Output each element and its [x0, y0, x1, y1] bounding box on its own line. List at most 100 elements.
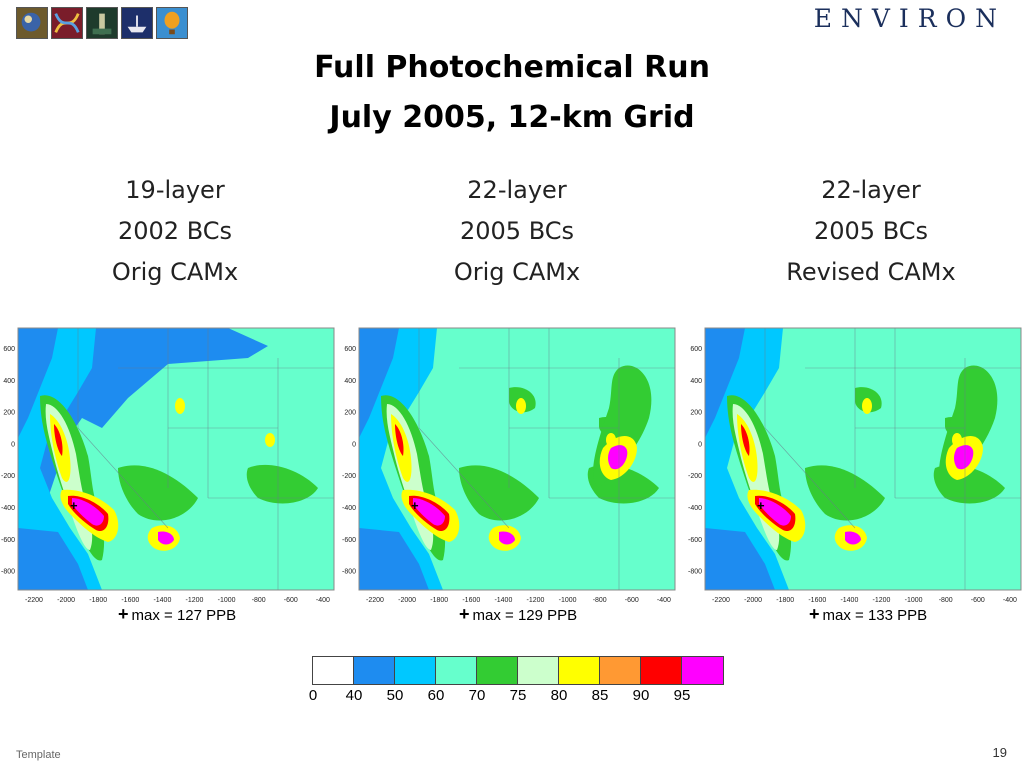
x-tick-label: -400	[1003, 597, 1017, 604]
offshore-region	[705, 528, 775, 590]
column-heading-2: 22-layer 2005 BCs Orig CAMx	[387, 170, 647, 293]
map-frame	[17, 327, 335, 591]
colorbar-tick-label: 85	[591, 687, 609, 704]
y-tick-label: 200	[3, 410, 15, 417]
slide-title-line1: Full Photochemical Run	[314, 50, 710, 85]
very-high-concentration-region	[54, 424, 63, 456]
colorbar-tick-label: 70	[468, 687, 486, 704]
x-tick-label: -1600	[808, 597, 826, 604]
map-frame	[704, 327, 1022, 591]
y-tick-label: -200	[342, 473, 356, 480]
x-tick-label: -800	[252, 597, 266, 604]
colorbar-tick-label: 50	[386, 687, 404, 704]
colorbar-tick-label: 60	[427, 687, 445, 704]
colorbar-swatch	[641, 657, 682, 684]
max-location-marker-icon: +	[809, 604, 820, 624]
heading-line: 22-layer	[467, 176, 567, 204]
column-heading-3: 22-layer 2005 BCs Revised CAMx	[741, 170, 1001, 293]
ocean-region	[359, 328, 443, 590]
max-location-marker-icon: +	[70, 498, 78, 513]
ocean-region	[705, 328, 789, 590]
y-tick-label: 0	[698, 441, 702, 448]
colorbar-tick-label: 95	[673, 687, 691, 704]
y-tick-label: -800	[688, 569, 702, 576]
heading-line: Orig CAMx	[453, 258, 581, 286]
y-tick-label: -600	[1, 537, 15, 544]
ozone-map-svg: +600 400 200 0 -200 -400 -600 -800 -2200 -2000 -18…	[342, 327, 676, 604]
footer-template-label: Template	[16, 749, 61, 761]
offshore-region	[359, 328, 399, 438]
y-tick-label: -400	[342, 505, 356, 512]
peak-concentration-region	[608, 445, 628, 470]
high-concentration-region	[862, 398, 872, 414]
y-tick-label: 200	[690, 410, 702, 417]
colorbar-swatch	[436, 657, 477, 684]
logo-tile-tower-icon	[86, 7, 118, 39]
y-tick-label: 600	[344, 346, 356, 353]
y-tick-label: -600	[688, 537, 702, 544]
heading-line: 19-layer	[125, 176, 225, 204]
max-label-2: + max = 129 PPB	[459, 604, 577, 625]
high-concentration-region	[265, 433, 275, 447]
y-tick-label: -800	[1, 569, 15, 576]
brand-logo: ENVIRON	[813, 4, 1006, 33]
ozone-map-svg: +600 400 200 0 -200 -400 -600 -800 -2200 -2000 -18…	[688, 327, 1022, 604]
heading-line: 22-layer	[821, 176, 921, 204]
high-concentration-region	[175, 398, 185, 414]
logo-tile-helix-icon	[51, 7, 83, 39]
map-plot-area: +	[705, 328, 1021, 590]
colorbar-labels: 0 40 50 60 70 75 80 85 90 95	[0, 687, 1024, 707]
y-tick-label: -600	[342, 537, 356, 544]
colorbar-tick-label: 75	[509, 687, 527, 704]
x-tick-label: -2000	[57, 597, 75, 604]
offshore-region	[359, 528, 429, 590]
y-tick-label: 0	[352, 441, 356, 448]
moderate-concentration-region	[459, 465, 539, 521]
logo-strip	[16, 7, 188, 39]
max-value-text: max = 129 PPB	[472, 607, 578, 624]
state-boundary	[77, 427, 169, 529]
map-frame	[358, 327, 676, 591]
x-tick-label: -400	[657, 597, 671, 604]
x-tick-label: -1000	[905, 597, 923, 604]
moderate-concentration-region	[246, 464, 318, 504]
x-tick-label: -800	[939, 597, 953, 604]
x-tick-label: -600	[625, 597, 639, 604]
page-number: 19	[992, 745, 1007, 760]
moderate-concentration-region	[805, 465, 885, 521]
logo-tile-ship-icon	[121, 7, 153, 39]
colorbar-swatch	[559, 657, 600, 684]
x-tick-label: -600	[284, 597, 298, 604]
y-tick-label: 600	[3, 346, 15, 353]
max-label-3: + max = 133 PPB	[809, 604, 927, 625]
x-tick-label: -1200	[873, 597, 891, 604]
peak-concentration-region	[954, 445, 974, 470]
offshore-region	[705, 328, 745, 438]
concentration-colorbar	[312, 656, 724, 685]
x-tick-label: -400	[316, 597, 330, 604]
peak-concentration-region	[413, 498, 445, 526]
logo-tile-globe-icon	[16, 7, 48, 39]
x-tick-label: -1000	[559, 597, 577, 604]
peak-concentration-region	[499, 531, 515, 545]
x-tick-label: -1800	[89, 597, 107, 604]
x-tick-label: -1600	[121, 597, 139, 604]
max-value-text: max = 133 PPB	[822, 607, 928, 624]
offshore-region	[18, 328, 58, 438]
colorbar-tick-label: 40	[345, 687, 363, 704]
x-tick-label: -2000	[398, 597, 416, 604]
map-plot-area: +	[18, 328, 334, 590]
colorbar-swatch	[477, 657, 518, 684]
max-value-text: max = 127 PPB	[131, 607, 237, 624]
y-tick-label: -200	[1, 473, 15, 480]
heading-line: Orig CAMx	[111, 258, 239, 286]
colorbar-swatch	[600, 657, 641, 684]
x-tick-label: -2200	[712, 597, 730, 604]
x-tick-label: -1000	[218, 597, 236, 604]
x-tick-label: -1200	[527, 597, 545, 604]
y-tick-label: -200	[688, 473, 702, 480]
state-boundary	[418, 427, 510, 529]
state-boundary	[764, 427, 856, 529]
y-tick-label: 400	[344, 378, 356, 385]
heading-line: 2005 BCs	[813, 217, 928, 245]
